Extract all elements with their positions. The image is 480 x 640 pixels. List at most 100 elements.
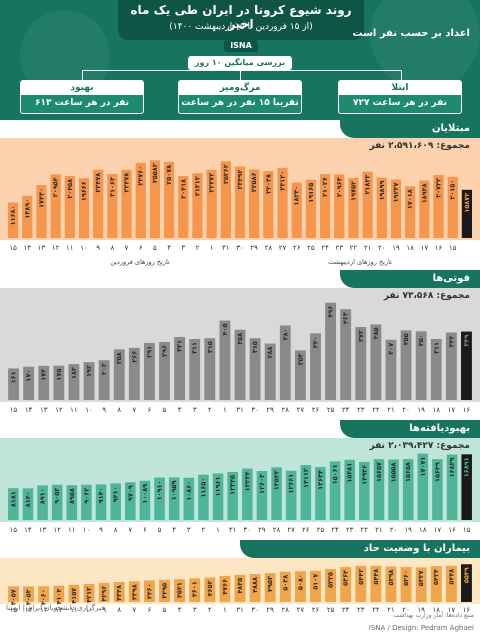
bar-value-label: ۱۶۱	[10, 371, 18, 383]
bar	[139, 480, 151, 520]
bar	[300, 465, 312, 520]
bar-value-label: ۲۵۵۸۲	[151, 163, 159, 183]
bar	[430, 566, 442, 602]
bar	[204, 577, 216, 602]
bar-value-label: ۴۳۴۸	[115, 585, 123, 601]
x-tick-label: ۴	[178, 606, 182, 614]
bar	[400, 567, 412, 602]
bar	[163, 161, 175, 238]
section-label-infected: مبتلایان	[340, 120, 480, 138]
bar	[405, 186, 416, 238]
x-tick-label: ۳۰	[251, 406, 259, 414]
total-label: مجموع: ۷۳،۵۶۸ نفر	[383, 291, 470, 301]
x-tick-label: ۲۳	[346, 526, 354, 534]
bar-value-label: ۱۸۲۳۰	[293, 186, 301, 206]
x-tick-label: ۲۱	[364, 244, 372, 252]
bar-value-label: ۴۰۵	[221, 324, 229, 336]
x-tick-label: ۵	[163, 606, 167, 614]
bar	[178, 175, 189, 238]
bar	[113, 349, 125, 400]
x-tick-label: ۸	[110, 244, 114, 252]
bar-value-label: ۲۵۰۷۸	[165, 165, 173, 185]
x-tick-label: ۱	[210, 244, 214, 252]
bar	[461, 454, 472, 520]
bar-value-label: ۱۷۴۳۰	[37, 188, 45, 208]
bar	[143, 580, 155, 602]
x-tick-label: ۲۹	[250, 244, 258, 252]
bar	[107, 174, 118, 238]
bar-value-label: ۲۹۶	[161, 345, 169, 357]
header: روند شیوع کرونا در ایران طی یک ماه اخیر …	[0, 0, 480, 120]
bar-value-label: ۳۴۹	[462, 335, 470, 347]
bar-value-label: ۵۴۴۲	[357, 569, 365, 585]
x-tick-label: ۳۰	[251, 606, 259, 614]
x-tick-label: ۱۷	[434, 526, 442, 534]
x-tick-label: ۶	[143, 526, 147, 534]
bar-value-label: ۱۲۶۰۳	[258, 474, 266, 494]
bar	[242, 468, 253, 520]
bar	[128, 347, 140, 400]
bar-value-label: ۲۱۰۶۳	[108, 177, 116, 197]
bar	[68, 364, 80, 400]
total-label: مجموع: ۲،۰۳۹،۴۲۷ نفر	[368, 441, 470, 451]
bar-value-label: ۲۳۴۹۲	[236, 170, 244, 190]
bar	[66, 485, 78, 520]
x-tick-label: ۲۹	[266, 606, 274, 614]
x-tick-label: ۴	[178, 406, 182, 414]
x-tick-label: ۳	[193, 606, 197, 614]
footer-logo-text: خبرگزاری دانشجویان ایران | ایسنا	[6, 604, 106, 612]
bar	[415, 567, 427, 602]
bar-value-label: ۱۵۶۵۸	[404, 462, 412, 482]
bar	[417, 453, 429, 520]
connector-line	[401, 70, 402, 80]
bar	[359, 461, 370, 520]
bar-value-label: ۱۵۴۸۱	[346, 463, 354, 483]
x-tick-label: ۸	[117, 606, 121, 614]
section-label-recovered: بهبودیافته‌ها	[340, 420, 480, 438]
bar-value-label: ۲۸۸	[266, 346, 274, 358]
x-tick-label: ۲۹	[258, 526, 266, 534]
bar-value-label: ۳۸۵	[372, 327, 380, 339]
x-tick-label: ۱	[223, 606, 227, 614]
bar	[279, 571, 291, 602]
x-tick-label: ۲	[202, 526, 206, 534]
x-tick-label: ۲۷	[297, 606, 305, 614]
bar-value-label: ۲۲۴۷۸	[123, 173, 131, 193]
x-tick-label: ۲۹	[266, 406, 274, 414]
bar	[445, 332, 457, 400]
bar	[294, 571, 306, 602]
bar	[277, 167, 288, 238]
bar-value-label: ۱۹۷۵۲	[349, 181, 357, 201]
x-tick-label: ۲۰	[402, 606, 410, 614]
bar-value-label: ۱۹۸۹۹	[378, 181, 386, 201]
bar	[125, 482, 136, 520]
x-tick-label: ۷	[132, 606, 136, 614]
x-tick-label: ۶	[148, 606, 152, 614]
x-tick-label: ۲۲	[372, 406, 380, 414]
bar	[36, 185, 47, 238]
bar-value-label: ۳۲۱	[176, 340, 184, 352]
x-tick-label: ۲۴	[342, 606, 350, 614]
bar	[447, 176, 458, 238]
x-tick-label: ۲۴	[342, 406, 350, 414]
bar-value-label: ۱۹۶۶۶	[80, 181, 88, 201]
bar-value-label: ۹۴۱۰	[112, 486, 120, 502]
x-tick-label: ۲۱	[387, 606, 395, 614]
x-tick-label: ۵	[153, 244, 157, 252]
x-tick-label: ۲۶	[312, 406, 320, 414]
bar-value-label: ۱۷۰	[25, 370, 33, 382]
x-tick-label: ۹	[96, 244, 100, 252]
x-tick-label: ۲۸	[273, 526, 281, 534]
x-tick-label: ۱۷	[448, 606, 456, 614]
bar	[400, 330, 412, 400]
bar-value-label: ۵۴۲۴	[432, 569, 440, 585]
bar-value-label: ۱۴۱۱۲	[302, 468, 310, 488]
bar-value-label: ۱۶۸۲۹	[448, 458, 456, 478]
x-tick-label: ۱۹	[417, 406, 425, 414]
bar	[174, 579, 186, 602]
bar	[334, 174, 345, 238]
stat-box-recovered: بهبود ۶۱۳ نفر در هر ساعت	[20, 80, 144, 114]
x-tick-label: ۶	[139, 244, 143, 252]
x-tick-label: ۱۹	[404, 526, 412, 534]
x-tick-label: ۱۵	[463, 526, 471, 534]
